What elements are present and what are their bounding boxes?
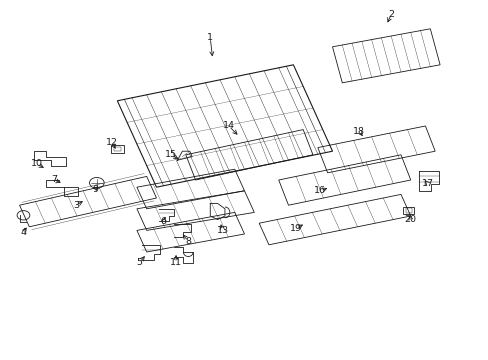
Text: 12: 12: [105, 138, 117, 147]
Text: 16: 16: [314, 186, 325, 195]
Text: 14: 14: [223, 122, 234, 130]
Text: 4: 4: [20, 228, 26, 237]
Text: 13: 13: [216, 226, 228, 235]
Text: 9: 9: [92, 184, 98, 194]
Bar: [405, 208, 411, 213]
Text: 6: 6: [161, 217, 166, 226]
Text: 10: 10: [31, 159, 42, 168]
Text: 18: 18: [353, 127, 365, 136]
Bar: [403, 207, 413, 214]
Bar: [114, 147, 121, 151]
Text: 2: 2: [387, 10, 393, 19]
Text: 19: 19: [289, 224, 301, 233]
Text: 17: 17: [421, 179, 433, 188]
Text: 20: 20: [404, 215, 416, 224]
Bar: [111, 145, 123, 153]
Text: 3: 3: [73, 201, 79, 210]
Text: 5: 5: [136, 258, 142, 267]
Text: 7: 7: [51, 175, 57, 184]
Text: 11: 11: [170, 258, 182, 267]
Text: 15: 15: [165, 150, 177, 159]
Text: 1: 1: [207, 33, 213, 42]
Text: 8: 8: [185, 237, 191, 246]
